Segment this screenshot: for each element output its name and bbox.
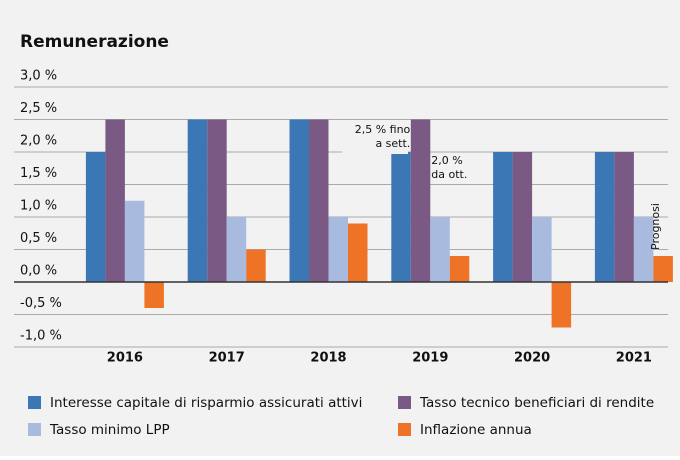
annotation: da ott.	[431, 168, 467, 181]
y-tick-label: 2,0 %	[20, 134, 57, 149]
x-tick-label: 2019	[412, 351, 448, 366]
bar	[85, 152, 106, 282]
legend-swatch	[398, 423, 411, 436]
y-tick-label: 1,5 %	[20, 166, 57, 181]
x-tick-label: 2021	[616, 351, 652, 366]
legend-label: Inflazione annua	[420, 422, 532, 438]
bar	[449, 256, 470, 282]
bar	[594, 152, 615, 282]
x-tick-label: 2016	[107, 351, 143, 366]
annotation: Prognosi	[649, 203, 662, 250]
bar	[512, 152, 533, 282]
bar	[124, 200, 145, 282]
bar	[430, 217, 450, 282]
bar	[653, 256, 673, 282]
bar	[144, 282, 164, 308]
bar	[410, 119, 431, 282]
bar	[391, 152, 411, 282]
annotation: 2,5 % fino	[355, 123, 411, 136]
bar	[614, 152, 634, 282]
bar	[348, 223, 368, 282]
annotation-bg	[342, 120, 408, 154]
y-tick-label: -0,5 %	[20, 296, 62, 311]
annotation: a sett.	[375, 137, 410, 150]
legend-swatch	[398, 396, 411, 409]
bar	[633, 217, 654, 282]
y-tick-label: 1,0 %	[20, 199, 57, 214]
y-tick-label: 0,0 %	[20, 264, 57, 279]
x-tick-label: 2017	[209, 351, 245, 366]
bar	[226, 217, 247, 282]
legend-label: Tasso tecnico beneficiari di rendite	[419, 395, 654, 411]
legend-label: Tasso minimo LPP	[49, 422, 170, 438]
x-tick-label: 2020	[514, 351, 550, 366]
chart-title: Remunerazione	[20, 32, 169, 52]
bar	[493, 152, 513, 282]
bar	[551, 282, 572, 328]
bar	[289, 119, 309, 282]
bar	[246, 249, 266, 282]
y-tick-label: -1,0 %	[20, 329, 62, 344]
legend-label: Interesse capitale di risparmio assicura…	[50, 395, 362, 411]
x-tick-label: 2018	[310, 351, 346, 366]
bar	[532, 217, 552, 282]
bar	[187, 119, 208, 282]
bar	[105, 119, 125, 282]
y-tick-label: 3,0 %	[20, 69, 57, 84]
legend-swatch	[28, 423, 41, 436]
bar	[328, 217, 348, 282]
annotation: 2,0 %	[431, 154, 462, 167]
y-tick-label: 2,5 %	[20, 101, 57, 116]
bar	[207, 119, 227, 282]
legend-swatch	[28, 396, 41, 409]
bar	[309, 119, 329, 282]
y-tick-label: 0,5 %	[20, 231, 57, 246]
